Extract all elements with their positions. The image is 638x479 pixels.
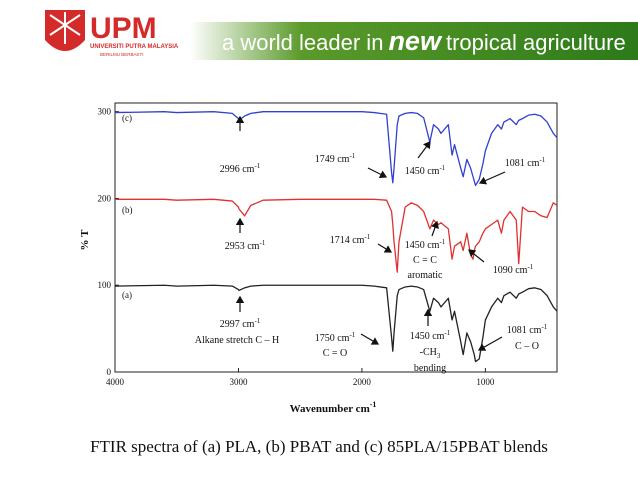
plot-frame [114, 102, 558, 373]
spectrum-line [114, 111, 558, 187]
y-tick-label: 0 [107, 367, 112, 377]
y-tick-label: 100 [98, 280, 112, 290]
annotation-text: aromatic [408, 270, 444, 281]
x-tick-label: 1000 [476, 377, 495, 387]
plot [114, 111, 558, 373]
annotation-text: 1090 cm [493, 265, 528, 276]
motto: BERILMU BERBAKTI [100, 52, 144, 57]
arrow [468, 249, 485, 263]
slogan: a world leader in new tropical agriculture [222, 26, 626, 56]
y-tick-label: 200 [98, 193, 112, 203]
annotation-text: C = C [413, 255, 437, 266]
y-axis-label: % T [79, 229, 91, 251]
series-label: (b) [122, 205, 133, 215]
annotation: Alkane stretch C – H [195, 335, 279, 346]
annotation-text: 1749 cm [315, 154, 350, 165]
annotation-sup: -1 [349, 331, 355, 339]
annotation-text: bending [414, 363, 446, 374]
slogan-band [190, 22, 638, 60]
annotation: 2997 cm-1 [220, 317, 261, 330]
annotation: C = C [413, 255, 437, 266]
arrow [360, 333, 380, 345]
slogan-new: new [388, 26, 443, 56]
slogan-end: tropical agriculture [446, 30, 626, 55]
arrow [417, 141, 431, 159]
x-tick-label: 2000 [353, 377, 372, 387]
annotation-text: Alkane stretch C – H [195, 335, 279, 346]
arrow [477, 336, 503, 351]
annotation: bending [414, 363, 446, 374]
annotation: 2953 cm-1 [225, 239, 266, 252]
annotation-sup: -1 [527, 263, 533, 271]
annotation: -CH3 [420, 347, 441, 360]
annotation: C = O [323, 348, 348, 359]
y-tick-label: 300 [98, 107, 112, 117]
annotation-sup: -1 [364, 233, 370, 241]
annotation-sup: -1 [539, 156, 545, 164]
annotation: 2996 cm-1 [220, 162, 261, 175]
annotation-sup: -1 [254, 162, 260, 170]
annotation-text: -CH [420, 347, 437, 358]
annotation: 1750 cm-1 [315, 331, 356, 344]
x-tick-label: 4000 [106, 377, 125, 387]
annotation-sup: -1 [349, 152, 355, 160]
x-tick-label: 3000 [229, 377, 248, 387]
x-axis-label-text: Wavenumber cm [290, 403, 370, 415]
spectrum-line [114, 284, 558, 363]
x-axis-label-sup: -1 [370, 400, 377, 409]
arrow [478, 171, 506, 185]
slogan-start: a world leader in [222, 30, 383, 55]
annotation-text: 1750 cm [315, 333, 350, 344]
annotation-text: C = O [323, 348, 348, 359]
annotation: 1714 cm-1 [330, 233, 371, 246]
arrows [235, 115, 506, 351]
annotation: 1081 cm-1 [507, 323, 548, 336]
annotation: aromatic [408, 270, 444, 281]
annotation-sup: -1 [541, 323, 547, 331]
university: UNIVERSITI PUTRA MALAYSIA [90, 44, 179, 50]
arrow [377, 243, 393, 253]
annotation-text: 1450 cm [405, 166, 440, 177]
annotation: 1081 cm-1 [505, 156, 546, 169]
annotation-text: 2996 cm [220, 164, 255, 175]
logo-text: UPM [90, 12, 157, 45]
annotation-text: 1081 cm [507, 325, 542, 336]
annotation: 1090 cm-1 [493, 263, 534, 276]
header: UPM UNIVERSITI PUTRA MALAYSIA BERILMU BE… [45, 10, 638, 60]
annotation-sup: -1 [439, 164, 445, 172]
annotation: 1450 cm-1 [405, 238, 446, 251]
annotation: 1749 cm-1 [315, 152, 356, 165]
annotation-sup: -1 [439, 238, 445, 246]
arrow [431, 220, 439, 237]
annotation-text: 1081 cm [505, 158, 540, 169]
annotation-text: C – O [515, 341, 539, 352]
annotation: C – O [515, 341, 539, 352]
annotation: 1450 cm-1 [405, 164, 446, 177]
x-axis-label: Wavenumber cm-1 [290, 400, 377, 415]
caption: FTIR spectra of (a) PLA, (b) PBAT and (c… [90, 437, 548, 456]
arrow [367, 167, 388, 179]
annotation-text: 2953 cm [225, 241, 260, 252]
series-label: (c) [122, 113, 132, 123]
annotation-text: 1714 cm [330, 235, 365, 246]
annotation-sup: -1 [254, 317, 260, 325]
spectrum-line [115, 198, 558, 273]
annotation-sup: -1 [444, 329, 450, 337]
annotation-text: 2997 cm [220, 319, 255, 330]
annotation-sup: -1 [259, 239, 265, 247]
series-label: (a) [122, 290, 132, 300]
annotation-text: 1450 cm [410, 331, 445, 342]
logo-emblem [49, 12, 81, 44]
annotation: 1450 cm-1 [410, 329, 451, 342]
annotation-sub: 3 [437, 352, 441, 360]
annotation-text: 1450 cm [405, 240, 440, 251]
